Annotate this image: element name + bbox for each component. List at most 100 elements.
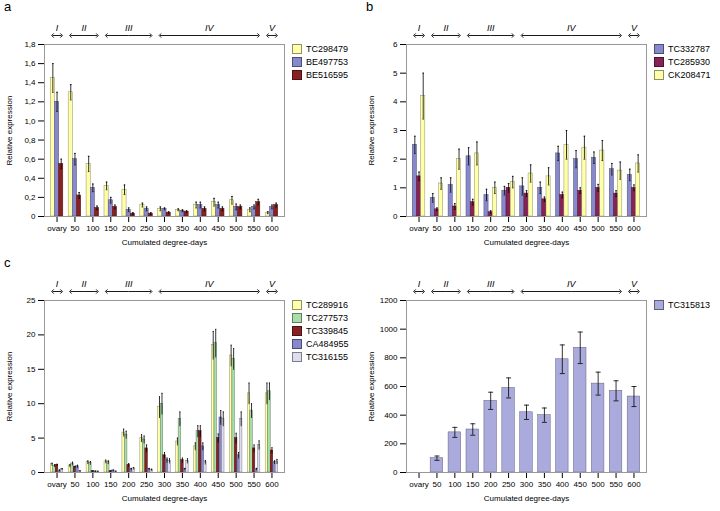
- svg-text:1,6: 1,6: [24, 59, 36, 68]
- svg-text:I: I: [418, 279, 421, 289]
- svg-text:IV: IV: [205, 279, 215, 289]
- svg-text:100: 100: [86, 224, 100, 233]
- svg-text:150: 150: [466, 480, 480, 489]
- svg-text:II: II: [81, 279, 87, 289]
- svg-text:1,0: 1,0: [24, 117, 36, 126]
- svg-text:400: 400: [384, 411, 398, 420]
- svg-text:200: 200: [122, 224, 136, 233]
- svg-text:V: V: [631, 23, 638, 33]
- svg-text:600: 600: [384, 382, 398, 391]
- svg-text:4: 4: [393, 97, 398, 106]
- svg-text:200: 200: [484, 480, 498, 489]
- svg-text:200: 200: [384, 439, 398, 448]
- svg-text:300: 300: [520, 224, 534, 233]
- svg-text:IV: IV: [205, 23, 215, 33]
- svg-text:400: 400: [556, 480, 570, 489]
- svg-text:450: 450: [212, 480, 226, 489]
- svg-text:ovary: ovary: [409, 224, 429, 233]
- svg-text:0,2: 0,2: [24, 193, 36, 202]
- svg-text:Cumulated degree-days: Cumulated degree-days: [122, 238, 207, 247]
- svg-text:450: 450: [212, 224, 226, 233]
- svg-text:V: V: [631, 279, 638, 289]
- svg-text:0,8: 0,8: [24, 136, 36, 145]
- svg-text:100: 100: [86, 480, 100, 489]
- svg-text:II: II: [443, 23, 449, 33]
- svg-text:5: 5: [31, 434, 36, 443]
- svg-text:1000: 1000: [380, 325, 398, 334]
- svg-text:100: 100: [448, 224, 462, 233]
- svg-text:300: 300: [158, 480, 172, 489]
- svg-text:20: 20: [27, 330, 36, 339]
- svg-text:Cumulated degree-days: Cumulated degree-days: [484, 494, 569, 503]
- svg-text:250: 250: [502, 480, 516, 489]
- svg-text:350: 350: [538, 480, 552, 489]
- svg-text:Relative expression: Relative expression: [5, 352, 14, 422]
- svg-text:0: 0: [31, 468, 36, 477]
- svg-text:450: 450: [574, 480, 588, 489]
- svg-text:Cumulated degree-days: Cumulated degree-days: [122, 494, 207, 503]
- svg-text:3: 3: [393, 126, 398, 135]
- svg-text:0: 0: [393, 468, 398, 477]
- svg-text:Relative expression: Relative expression: [367, 352, 376, 422]
- svg-text:III: III: [125, 279, 133, 289]
- svg-text:Relative expression: Relative expression: [5, 96, 14, 166]
- svg-text:1,2: 1,2: [24, 97, 36, 106]
- svg-text:500: 500: [591, 224, 605, 233]
- svg-text:600: 600: [265, 224, 279, 233]
- svg-text:150: 150: [104, 224, 118, 233]
- svg-text:600: 600: [265, 480, 279, 489]
- svg-text:IV: IV: [567, 23, 577, 33]
- svg-text:550: 550: [609, 224, 623, 233]
- svg-text:IV: IV: [567, 279, 577, 289]
- svg-text:ovary: ovary: [47, 480, 67, 489]
- svg-text:550: 550: [609, 480, 623, 489]
- svg-text:150: 150: [466, 224, 480, 233]
- svg-text:100: 100: [448, 480, 462, 489]
- svg-text:ovary: ovary: [409, 480, 429, 489]
- svg-text:450: 450: [574, 224, 588, 233]
- svg-text:150: 150: [104, 480, 118, 489]
- svg-text:250: 250: [502, 224, 516, 233]
- svg-text:1,8: 1,8: [24, 40, 36, 49]
- svg-text:500: 500: [229, 224, 243, 233]
- svg-text:V: V: [269, 279, 276, 289]
- svg-text:1: 1: [393, 183, 398, 192]
- svg-text:50: 50: [70, 224, 79, 233]
- svg-text:I: I: [56, 23, 59, 33]
- svg-text:0,4: 0,4: [24, 174, 36, 183]
- svg-text:III: III: [487, 279, 495, 289]
- svg-text:500: 500: [591, 480, 605, 489]
- svg-text:550: 550: [247, 480, 261, 489]
- svg-text:600: 600: [627, 224, 641, 233]
- svg-text:Cumulated degree-days: Cumulated degree-days: [484, 238, 569, 247]
- svg-text:350: 350: [176, 224, 190, 233]
- svg-text:III: III: [125, 23, 133, 33]
- svg-text:II: II: [443, 279, 449, 289]
- svg-text:350: 350: [538, 224, 552, 233]
- svg-text:50: 50: [432, 224, 441, 233]
- svg-text:6: 6: [393, 40, 398, 49]
- svg-text:V: V: [269, 23, 276, 33]
- svg-text:300: 300: [520, 480, 534, 489]
- svg-text:Relative expression: Relative expression: [367, 96, 376, 166]
- svg-text:10: 10: [27, 399, 36, 408]
- svg-text:0: 0: [393, 212, 398, 221]
- svg-text:50: 50: [70, 480, 79, 489]
- svg-text:15: 15: [27, 365, 36, 374]
- svg-text:400: 400: [556, 224, 570, 233]
- svg-text:0: 0: [31, 212, 36, 221]
- svg-text:500: 500: [229, 480, 243, 489]
- svg-text:250: 250: [140, 224, 154, 233]
- svg-text:50: 50: [432, 480, 441, 489]
- svg-text:0,6: 0,6: [24, 155, 36, 164]
- svg-text:1200: 1200: [380, 296, 398, 305]
- svg-text:600: 600: [627, 480, 641, 489]
- svg-text:200: 200: [122, 480, 136, 489]
- svg-text:800: 800: [384, 353, 398, 362]
- svg-text:400: 400: [194, 224, 208, 233]
- svg-text:400: 400: [194, 480, 208, 489]
- svg-text:II: II: [81, 23, 87, 33]
- svg-text:1,4: 1,4: [24, 78, 36, 87]
- svg-text:550: 550: [247, 224, 261, 233]
- svg-text:III: III: [487, 23, 495, 33]
